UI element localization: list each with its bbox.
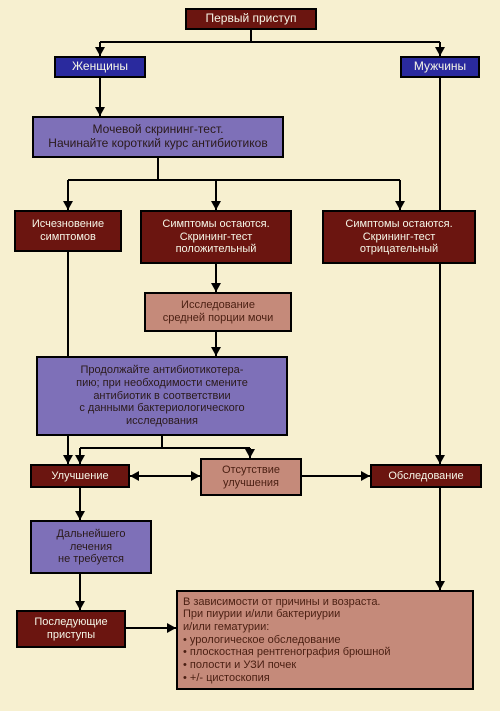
node-n6: Симптомы остаются. Скрининг-тест положит… [140, 210, 292, 264]
node-label: Улучшение [37, 470, 123, 483]
arrowhead [63, 201, 73, 210]
node-n2: Женщины [54, 56, 146, 78]
node-label: Симптомы остаются. Скрининг-тест положит… [147, 218, 285, 256]
arrowhead [435, 581, 445, 590]
node-n9: Продолжайте антибиотикотера- пию; при не… [36, 356, 288, 436]
arrowhead [75, 601, 85, 610]
arrowhead [211, 201, 221, 210]
node-label: Дальнейшего лечения не требуется [37, 528, 145, 566]
node-label: В зависимости от причины и возраста. При… [183, 596, 467, 684]
arrowhead [435, 455, 445, 464]
node-n11: Отсутствие улучшения [200, 458, 302, 496]
node-label: Исследование средней порции мочи [151, 299, 285, 324]
node-n3: Мужчины [400, 56, 480, 78]
arrowhead [245, 449, 255, 458]
arrowhead [130, 471, 139, 481]
flowchart-canvas: Первый приступ Женщины Мужчины Мочевой скри… [0, 0, 500, 711]
node-n14: Последующие приступы [16, 610, 126, 648]
node-n1: Первый приступ [185, 8, 317, 30]
arrowhead [191, 471, 200, 481]
node-label: Мужчины [407, 60, 473, 74]
arrowhead [211, 283, 221, 292]
node-n12: Обследование [370, 464, 482, 488]
arrowhead [361, 471, 370, 481]
arrowhead [75, 455, 85, 464]
node-label: Исчезновение симптомов [21, 218, 115, 243]
node-label: Отсутствие улучшения [207, 464, 295, 489]
node-n7: Симптомы остаются. Скрининг-тест отрицат… [322, 210, 476, 264]
arrowhead [75, 511, 85, 520]
node-n13: Дальнейшего лечения не требуется [30, 520, 152, 574]
node-n5: Исчезновение симптомов [14, 210, 122, 252]
node-label: Первый приступ [192, 12, 310, 26]
arrowhead [63, 455, 73, 464]
node-label: Продолжайте антибиотикотера- пию; при не… [43, 364, 281, 427]
node-label: Женщины [61, 60, 139, 74]
node-n10: Улучшение [30, 464, 130, 488]
arrowhead [211, 347, 221, 356]
arrowhead [395, 201, 405, 210]
arrowhead [95, 47, 105, 56]
arrowhead [95, 107, 105, 116]
node-n8: Исследование средней порции мочи [144, 292, 292, 332]
node-label: Последующие приступы [23, 616, 119, 641]
node-n4: Мочевой скрининг-тест. Начинайте коротки… [32, 116, 284, 158]
node-label: Мочевой скрининг-тест. Начинайте коротки… [39, 123, 277, 151]
node-label: Симптомы остаются. Скрининг-тест отрицат… [329, 218, 469, 256]
arrowhead [167, 623, 176, 633]
node-label: Обследование [377, 470, 475, 483]
node-n15: В зависимости от причины и возраста. При… [176, 590, 474, 690]
arrowhead [435, 47, 445, 56]
